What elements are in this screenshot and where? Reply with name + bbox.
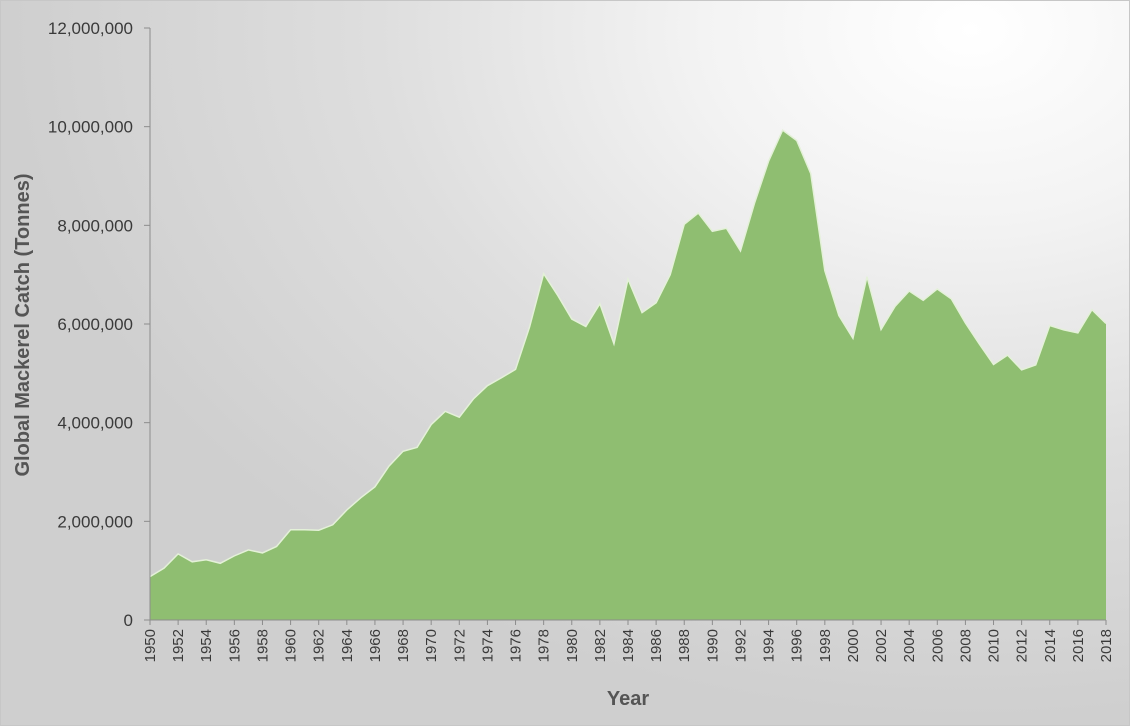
x-tick-label: 1988: [676, 629, 693, 662]
x-tick-label: 2018: [1098, 629, 1115, 662]
x-tick-label: 1968: [395, 629, 412, 662]
y-tick-label: 12,000,000: [48, 19, 133, 38]
x-tick-label: 2008: [957, 629, 974, 662]
y-axis-tick-labels: 0 2,000,000 4,000,000 6,000,000 8,000,000 10,…: [48, 19, 133, 630]
x-tick-label: 1970: [423, 629, 440, 662]
x-tick-label: 1986: [648, 629, 665, 662]
x-tick-label: 1998: [817, 629, 834, 662]
x-tick-label: 2006: [929, 629, 946, 662]
catch-series-line: [149, 128, 1107, 578]
x-tick-label: 1964: [339, 629, 356, 662]
y-tick-label: 2,000,000: [57, 512, 133, 531]
y-tick-label: 4,000,000: [57, 414, 133, 433]
x-tick-label: 2004: [901, 629, 918, 662]
y-tick-label: 8,000,000: [57, 216, 133, 235]
x-tick-label: 2016: [1070, 629, 1087, 662]
y-tick-label: 10,000,000: [48, 118, 133, 137]
x-tick-label: 1984: [620, 629, 637, 662]
x-tick-label: 1952: [170, 629, 187, 662]
x-tick-label: 1990: [704, 629, 721, 662]
x-tick-label: 1982: [592, 629, 609, 662]
x-tick-label: 1966: [367, 629, 384, 662]
x-tick-label: 1962: [311, 629, 328, 662]
x-tick-label: 2002: [873, 629, 890, 662]
catch-area: [150, 130, 1106, 620]
x-tick-label: 2000: [845, 629, 862, 662]
x-tick-label: 1958: [254, 629, 271, 662]
x-tick-label: 1972: [451, 629, 468, 662]
x-tick-label: 1950: [142, 629, 159, 662]
x-tick-label: 1978: [536, 629, 553, 662]
x-tick-label: 1976: [508, 629, 525, 662]
x-tick-label: 2014: [1042, 629, 1059, 662]
x-tick-label: 1994: [761, 629, 778, 662]
plot-area: [149, 128, 1107, 620]
x-tick-label: 1992: [732, 629, 749, 662]
y-axis-title: Global Mackerel Catch (Tonnes): [12, 173, 34, 476]
x-tick-label: 1956: [226, 629, 243, 662]
x-tick-label: 2010: [986, 629, 1003, 662]
x-tick-label: 1974: [479, 629, 496, 662]
y-tick-label: 6,000,000: [57, 315, 133, 334]
x-tick-label: 1954: [198, 629, 215, 662]
x-tick-label: 2012: [1014, 629, 1031, 662]
x-axis-title: Year: [607, 688, 649, 710]
x-tick-label: 1996: [789, 629, 806, 662]
axes: [144, 27, 1107, 625]
x-tick-label: 1960: [283, 629, 300, 662]
x-tick-label: 1980: [564, 629, 581, 662]
x-axis-tick-labels: 1950 1952 1954 1956 1958 1960 1962 1964 1966 1968…: [142, 629, 1115, 662]
y-tick-label: 0: [124, 611, 133, 630]
